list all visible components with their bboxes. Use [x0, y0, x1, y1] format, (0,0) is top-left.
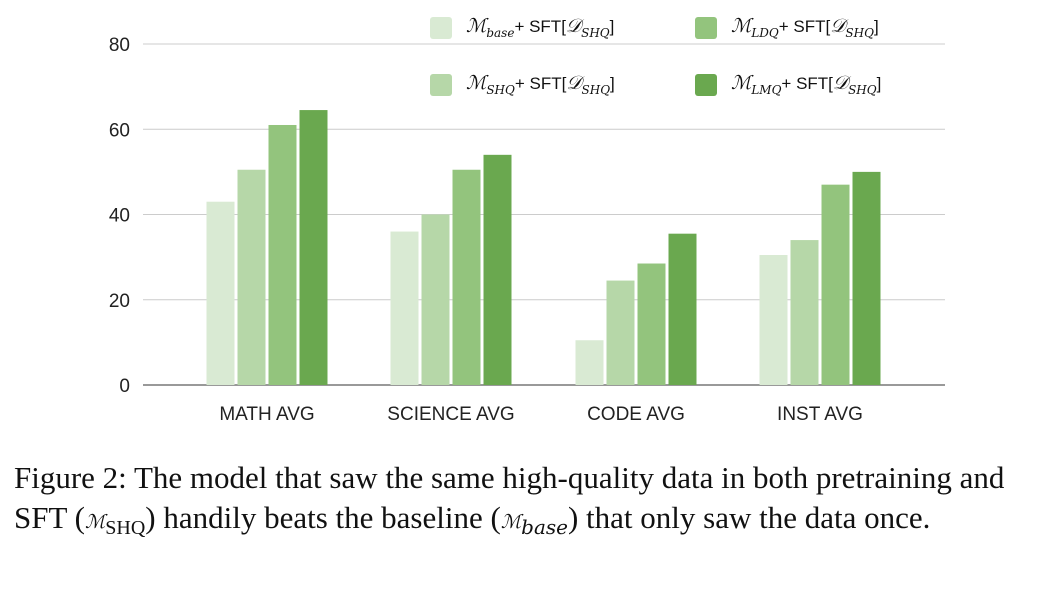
legend-math: ℳ — [466, 72, 487, 94]
legend-item: ℳSHQ+ SFT[𝒟SHQ] — [430, 72, 615, 97]
caption-text: ) that only saw the data once. — [567, 500, 931, 535]
legend-text: ] — [873, 17, 879, 36]
caption-math: ℳ — [500, 511, 522, 533]
legend-text: ] — [610, 74, 615, 93]
bar-2-2 — [637, 263, 666, 385]
legend-math: ℳ — [731, 72, 752, 94]
legend-sub: SHQ — [848, 83, 877, 97]
bar-2-1 — [606, 280, 635, 385]
legend-text: + SFT[ — [514, 17, 566, 36]
x-tick-label: SCIENCE AVG — [387, 404, 514, 425]
legend-math: 𝒟 — [566, 72, 582, 94]
x-tick-label: CODE AVG — [587, 404, 685, 425]
bar-0-0 — [206, 201, 235, 385]
legend-sub: SHQ — [581, 83, 611, 97]
caption-math: ℳ — [84, 511, 106, 533]
bar-0-2 — [268, 124, 297, 386]
bar-2-3 — [668, 233, 697, 385]
y-tick-label: 60 — [109, 120, 130, 141]
x-tick-label: INST AVG — [777, 404, 863, 425]
x-tick-label: MATH AVG — [219, 404, 314, 425]
legend-item: ℳbase+ SFT[𝒟SHQ] — [430, 15, 614, 40]
bar-0-3 — [299, 110, 328, 385]
legend-text: + SFT[ — [514, 74, 567, 93]
y-tick-label: 80 — [109, 35, 130, 56]
legend-sub: SHQ — [581, 26, 610, 40]
caption-text: ) handily beats the baseline ( — [145, 500, 501, 535]
bar-0-1 — [237, 169, 266, 385]
legend-math: 𝒟 — [832, 72, 849, 94]
bar-3-3 — [852, 171, 881, 385]
legend-swatch — [695, 73, 717, 96]
legend-sub: SHQ — [845, 26, 874, 40]
legend-item: ℳLMQ+ SFT[𝒟SHQ] — [695, 72, 881, 97]
bar-1-2 — [452, 169, 481, 385]
legend-math: 𝒟 — [830, 15, 846, 37]
bar-3-2 — [821, 184, 850, 385]
bar-3-0 — [759, 254, 788, 385]
legend-math: 𝒟 — [565, 15, 582, 37]
legend-text: ] — [876, 74, 882, 93]
legend-math: ℳ — [731, 15, 752, 37]
bar-3-1 — [790, 240, 819, 385]
legend-sub: SHQ — [486, 83, 515, 97]
bar-1-1 — [421, 214, 450, 385]
legend-text: ] — [609, 17, 615, 36]
bar-2-0 — [575, 340, 604, 385]
y-tick-label: 0 — [119, 376, 130, 397]
bar-chart: 0 20 40 60 80 MATH AVG SCIENCE AVG CODE AVG INST… — [109, 35, 945, 425]
caption-math-sub: base — [521, 515, 568, 539]
legend-sub: base — [486, 26, 515, 40]
figure-caption: Figure 2: The model that saw the same hi… — [14, 458, 1039, 548]
legend-text: + SFT[ — [778, 17, 831, 36]
caption-math-sub: SHQ — [105, 517, 146, 539]
legend-item: ℳLDQ+ SFT[𝒟SHQ] — [695, 15, 879, 40]
bar-1-0 — [390, 231, 419, 385]
legend-swatch — [695, 16, 717, 39]
caption-text: Figure 2: The model that saw the same hi… — [14, 460, 1005, 535]
y-tick-label: 20 — [109, 291, 130, 312]
legend-sub: LMQ — [751, 83, 782, 97]
legend-text: + SFT[ — [781, 74, 833, 93]
legend-swatch — [430, 73, 452, 96]
bar-1-3 — [483, 154, 512, 385]
legend-swatch — [430, 16, 452, 39]
y-tick-label: 40 — [109, 206, 130, 227]
legend-sub: LDQ — [751, 26, 779, 40]
legend-math: ℳ — [466, 15, 487, 37]
